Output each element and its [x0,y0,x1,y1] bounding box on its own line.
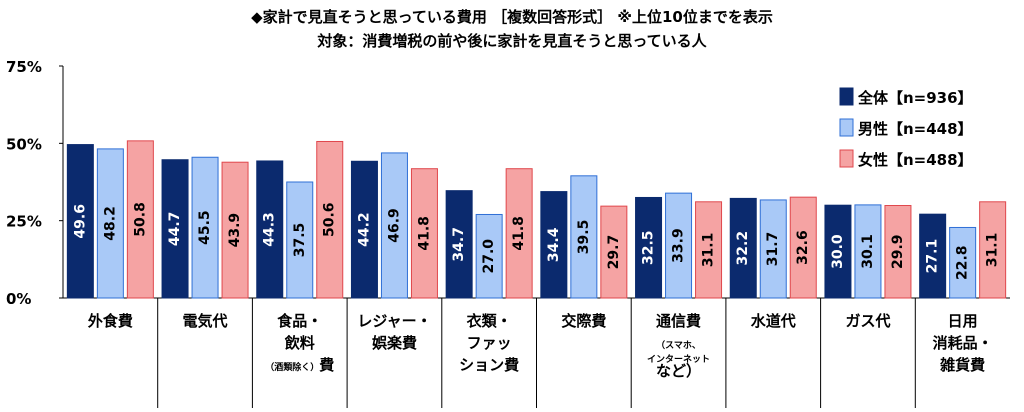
data-label: 33.9 [671,228,687,263]
data-label: 31.7 [765,232,781,267]
x-tick-label: ガス代 [845,312,890,330]
bar-1 [191,156,219,299]
data-label: 32.2 [735,231,751,266]
data-label: 31.1 [985,233,1001,268]
data-label: 50.6 [322,202,338,237]
x-tick-label: （酒類除く）費 [265,356,334,374]
bar-2 [316,140,344,299]
bar-2 [884,205,912,299]
data-label: 34.4 [546,227,562,262]
data-label: 27.1 [925,239,941,274]
bar-0 [161,159,189,299]
x-tick-label: レジャー・ [357,312,431,330]
data-label: 34.7 [451,227,467,262]
bar-2 [410,168,438,299]
x-tick-label: 雑貨費 [939,356,985,374]
bar-2 [221,161,249,299]
bar-1 [96,148,124,299]
data-label: 44.2 [356,212,372,247]
bar-0 [66,144,94,299]
legend-label: 女性【n=488】 [858,151,973,169]
data-label: 45.5 [197,210,213,245]
data-label: 32.5 [641,230,657,265]
x-tick-label: 水道代 [751,312,796,330]
x-tick-label: 飲料 [284,334,315,352]
y-tick-label: 75% [6,58,42,76]
x-tick-label: 日用 [948,312,978,330]
data-label: 44.7 [167,212,183,247]
bar-0 [729,197,757,299]
x-tick-label: 通信費 [656,312,701,330]
bar-0 [350,160,378,299]
bar-0 [824,204,852,299]
bar-2 [505,168,533,299]
data-label: 29.9 [890,234,906,269]
x-tick-label: 食品・ [277,312,322,330]
bar-1 [570,175,598,299]
data-label: 31.1 [701,233,717,268]
bar-0 [445,190,473,299]
legend-label: 男性【n=448】 [858,120,973,138]
legend-swatch [839,87,854,106]
chart-subtitle: 対象：消費増税の前や後に家計を見直そうと思っている人 [317,32,707,50]
bar-1 [665,192,693,299]
x-tick-label: 電気代 [183,312,228,330]
bar-2 [600,205,628,299]
x-tick-label: 娯楽費 [372,334,417,352]
data-label: 32.6 [795,230,811,265]
chart-title: ◆家計で見直そうと思っている費用 ［複数回答形式］ ※上位10位までを表示 [251,8,773,26]
y-tick-label: 50% [6,135,42,153]
bar-2 [789,196,817,299]
bar-1 [475,213,503,299]
data-label: 50.8 [132,202,148,237]
legend-swatch [839,118,854,137]
data-label: 39.5 [576,220,592,255]
x-tick-label: ファッ [467,334,512,352]
data-label: 49.6 [72,204,88,239]
x-tick-label: 外食費 [87,312,133,330]
bar-1 [759,199,787,299]
x-tick-label: 消耗品・ [933,334,993,352]
legend-swatch [839,149,854,168]
data-label: 43.9 [227,213,243,248]
data-label: 46.9 [386,208,402,243]
bar-1 [286,181,314,299]
bar-2 [979,201,1007,299]
bar-0 [635,196,663,299]
data-label: 41.8 [511,216,527,251]
bar-2 [126,140,154,299]
x-tick-label: インターネット [647,353,710,365]
x-tick-label: 交際費 [561,312,606,330]
data-label: 48.2 [102,206,118,241]
data-label: 29.7 [606,235,622,270]
data-label: 44.3 [262,212,278,247]
bar-1 [380,152,408,299]
x-tick-label: ション費 [459,356,519,374]
data-label: 37.5 [292,223,308,258]
legend-label: 全体【n=936】 [857,89,973,107]
bar-0 [919,213,947,299]
bar-1 [949,226,977,299]
data-label: 41.8 [416,216,432,251]
x-tick-label: （スマホ、 [656,340,701,351]
data-label: 30.1 [860,234,876,269]
data-label: 27.0 [481,239,497,274]
x-tick-label: など） [656,362,701,380]
bar-2 [695,201,723,299]
data-label: 22.8 [955,245,971,280]
data-label: 30.0 [830,234,846,269]
y-tick-label: 0% [6,290,31,308]
bar-1 [854,204,882,299]
y-tick-label: 25% [6,213,42,231]
bar-0 [256,160,284,299]
bar-0 [540,191,568,299]
x-tick-label: 衣類・ [467,312,512,330]
